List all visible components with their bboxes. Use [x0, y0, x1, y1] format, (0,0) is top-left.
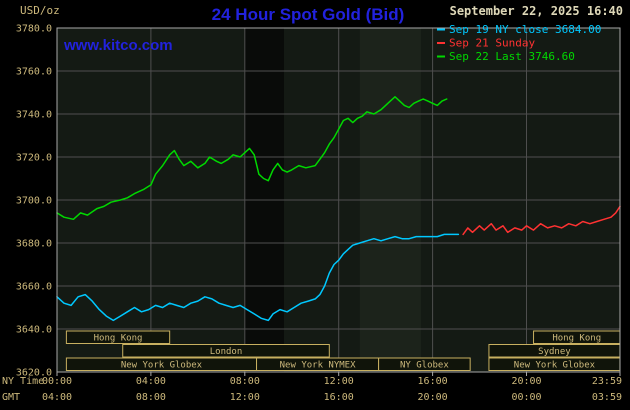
x-axis-tick-label-ny: 00:00	[42, 376, 72, 387]
session-label: Hong Kong	[552, 334, 601, 344]
axes: 3780.0 3760.0 3740.0 3720.0 3700.0 3680.0 3660…	[16, 24, 622, 404]
session-label: Hong Kong	[94, 334, 143, 344]
series-line-sep-21-sunday	[462, 205, 621, 236]
x-axis-tick-label-ny: 23:59	[592, 376, 622, 387]
unit-label: USD/oz	[20, 4, 60, 17]
y-axis-tick-label: 3660.0	[16, 282, 52, 293]
session-label: NY Globex	[400, 361, 449, 371]
session-label: New York Globex	[121, 361, 203, 371]
y-axis-tick-label: 3640.0	[16, 325, 52, 336]
x-axis-tick-label-ny: 08:00	[230, 376, 260, 387]
session-label: Sydney	[538, 347, 571, 357]
legend-item-label: Sep 19 NY close 3684.00	[449, 23, 601, 36]
x-axis-tick-label-ny: 16:00	[418, 376, 448, 387]
session-label: New York Globex	[514, 361, 596, 371]
legend-item-label: Sep 21 Sunday	[449, 37, 535, 50]
x-axis-tick-label-gmt: 00:00	[511, 392, 541, 403]
x-axis-tick-label-gmt: 16:00	[324, 392, 354, 403]
x-axis-tick-label-ny: 20:00	[511, 376, 541, 387]
chart-title: 24 Hour Spot Gold (Bid)	[212, 5, 405, 24]
y-axis-tick-label: 3760.0	[16, 67, 52, 78]
x-axis-tick-label-gmt: 12:00	[230, 392, 260, 403]
x-axis-tick-label-gmt: 20:00	[418, 392, 448, 403]
session-label: New York NYMEX	[280, 361, 356, 371]
x-axis-tick-label-gmt: 04:00	[42, 392, 72, 403]
series-line-sep-22-last-3746-60	[56, 96, 448, 221]
session-box	[378, 357, 471, 371]
y-axis-tick-label: 3680.0	[16, 239, 52, 250]
legend-item-label: Sep 22 Last 3746.60	[449, 50, 575, 63]
ny-time-axis-label: NY Time	[2, 376, 44, 387]
session-label: London	[210, 347, 243, 357]
x-axis-tick-label-ny: 04:00	[136, 376, 166, 387]
gmt-axis-label: GMT	[2, 392, 20, 403]
plot-area: Hong Kong Hong Kong London Sydney New York G…	[56, 27, 621, 373]
session-box	[65, 330, 171, 344]
y-axis-tick-label: 3780.0	[16, 24, 52, 35]
datetime-label: September 22, 2025 16:40	[450, 4, 623, 18]
series-line-sep-19-ny-close-3684-00	[56, 233, 460, 322]
session-box	[122, 344, 330, 358]
y-axis-tick-label: 3720.0	[16, 153, 52, 164]
x-axis-tick-label-gmt: 08:00	[136, 392, 166, 403]
x-axis-tick-label-gmt: 03:59	[592, 392, 622, 403]
y-axis-tick-label: 3740.0	[16, 110, 52, 121]
y-axis-tick-label: 3620.0	[16, 368, 52, 379]
y-axis-tick-label: 3700.0	[16, 196, 52, 207]
kitco-watermark-link[interactable]: www.kitco.com	[63, 37, 173, 54]
x-axis-tick-label-ny: 12:00	[324, 376, 354, 387]
